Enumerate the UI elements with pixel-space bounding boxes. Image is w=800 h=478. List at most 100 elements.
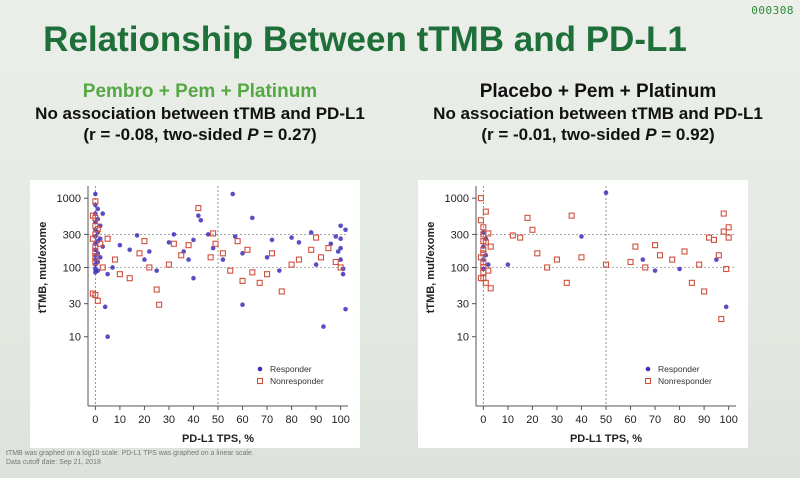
c0-nonresponder-point-47	[317, 254, 325, 261]
c0-nonresponder-point-34	[227, 267, 234, 274]
c0-responder-point-51	[264, 255, 270, 260]
c0-xtick-label-100: 100	[331, 414, 349, 426]
c1-nonresponder-point-37	[681, 248, 688, 255]
c1-responder-point-3	[481, 266, 486, 272]
c0-xtick-label-30: 30	[163, 414, 175, 426]
c1-nonresponder-point-24	[534, 250, 541, 257]
c0-nonresponder-point-42	[278, 288, 285, 295]
c0-responder-point-22	[97, 255, 103, 260]
c1-nonresponder-point-1	[477, 217, 484, 224]
c0-nonresponder-point-31	[210, 230, 217, 237]
c0-responder-point-50	[250, 215, 255, 221]
c1-nonresponder-point-19	[487, 285, 494, 292]
c0-responder-point-34	[154, 268, 159, 273]
c0-responder-point-56	[308, 230, 314, 235]
c0-xtick-label-70: 70	[261, 414, 273, 426]
frame-counter: 000308	[751, 4, 794, 17]
c0-nonresponder-point-24	[156, 301, 163, 308]
c0-nonresponder-point-50	[337, 264, 344, 271]
c0-nonresponder-point-25	[165, 261, 172, 268]
c0-xtick-label-40: 40	[187, 414, 199, 426]
footnote-cutoff-date: Data cutoff date: Sep 21, 2018	[6, 459, 101, 466]
c1-nonresponder-point-42	[710, 236, 717, 243]
c0-xtick-label-90: 90	[310, 414, 322, 426]
c1-legend-nonresponder-label: Nonresponder	[658, 376, 712, 386]
c0-xtick-label-60: 60	[236, 414, 248, 426]
c1-y-axis-label: tTMB, mut/exome	[425, 222, 437, 314]
c1-nonresponder-point-28	[568, 212, 575, 219]
c0-responder-point-53	[277, 268, 282, 273]
c1-ytick-label-1000: 1000	[445, 193, 469, 205]
c0-nonresponder-point-28	[185, 242, 192, 249]
c0-responder-point-49	[240, 302, 245, 308]
c1-ytick-label-300: 300	[451, 229, 469, 241]
c0-responder-point-1	[93, 202, 98, 208]
c1-nonresponder-point-39	[696, 261, 703, 268]
c0-nonresponder-point-40	[264, 271, 271, 278]
c0-nonresponder-point-38	[249, 269, 256, 276]
c0-responder-point-45	[220, 257, 226, 262]
c1-responder-point-0	[481, 230, 486, 235]
c0-nonresponder-point-46	[313, 234, 320, 241]
c1-nonresponder-point-46	[720, 228, 727, 235]
c0-xtick-label-10: 10	[114, 414, 126, 426]
c0-nonresponder-point-35	[234, 238, 241, 245]
c0-nonresponder-point-29	[195, 205, 202, 212]
c0-responder-point-48	[240, 251, 245, 256]
c1-responder-point-13	[714, 257, 719, 262]
c1-xtick-label-90: 90	[698, 414, 710, 426]
c1-x-axis-label: PD-L1 TPS, %	[570, 433, 642, 445]
c0-responder-point-30	[127, 247, 132, 253]
left-panel-header: Pembro + Pem + Platinum No association b…	[0, 80, 400, 145]
left-stat-p: P	[247, 125, 259, 144]
c1-nonresponder-point-43	[715, 252, 722, 259]
c0-responder-point-68	[343, 227, 348, 233]
c0-nonresponder-point-30	[207, 254, 214, 261]
c0-nonresponder-point-21	[141, 238, 148, 245]
left-stat-prefix: (r = -0.08, two-sided	[83, 125, 248, 144]
c0-responder-point-25	[102, 304, 108, 310]
c0-nonresponder-point-36	[239, 277, 246, 284]
right-arm-title: Placebo + Pem + Platinum	[479, 81, 717, 102]
c0-nonresponder-point-13	[94, 297, 101, 304]
c0-nonresponder-point-0	[92, 198, 99, 205]
c0-responder-point-23	[100, 211, 106, 216]
c0-responder-point-32	[142, 257, 147, 262]
c1-responder-point-12	[677, 266, 682, 272]
c0-x-axis-label: PD-L1 TPS, %	[182, 433, 254, 445]
c1-responder-point-8	[579, 234, 584, 239]
c1-nonresponder-point-44	[718, 316, 725, 323]
slide-title: Relationship Between tTMB and PD-L1	[43, 20, 687, 59]
c1-nonresponder-point-36	[669, 256, 676, 263]
c0-nonresponder-point-14	[97, 240, 104, 247]
c0-nonresponder-point-44	[295, 256, 302, 263]
left-association-statement: No association between tTMB and PD-L1	[35, 104, 365, 123]
c1-nonresponder-point-14	[482, 239, 489, 246]
c0-responder-point-35	[166, 240, 172, 245]
c0-nonresponder-point-5	[92, 248, 99, 255]
c1-xtick-label-100: 100	[719, 414, 737, 426]
right-association-statement: No association between tTMB and PD-L1	[433, 104, 763, 123]
right-panel-header: Placebo + Pem + Platinum No association …	[398, 80, 798, 145]
c1-responder-point-14	[723, 304, 729, 310]
c1-nonresponder-point-48	[725, 234, 732, 241]
c1-xtick-label-20: 20	[526, 414, 538, 426]
c1-nonresponder-point-45	[720, 210, 727, 217]
c1-nonresponder-point-35	[656, 252, 664, 259]
c1-legend-responder-label: Responder	[658, 364, 700, 374]
c0-responder-point-41	[196, 213, 201, 218]
c0-responder-point-43	[205, 232, 211, 237]
c0-responder-point-19	[95, 268, 101, 273]
left-scatter-chart: 10 30 100 300 1000 0 10 20 30 40 50 60 70 80 90 100 PD-L…	[30, 180, 360, 448]
c0-responder-point-69	[343, 306, 348, 312]
c0-background	[30, 180, 360, 448]
c0-responder-point-26	[105, 334, 110, 340]
c0-nonresponder-point-23	[153, 286, 160, 293]
c0-responder-point-27	[105, 271, 110, 277]
c0-nonresponder-point-12	[94, 225, 101, 232]
c0-responder-point-38	[186, 257, 191, 262]
c0-ytick-label-100: 100	[63, 262, 81, 274]
c0-responder-point-58	[321, 324, 326, 329]
left-stat-suffix: = 0.27)	[258, 125, 317, 144]
c1-responder-point-11	[652, 268, 658, 273]
